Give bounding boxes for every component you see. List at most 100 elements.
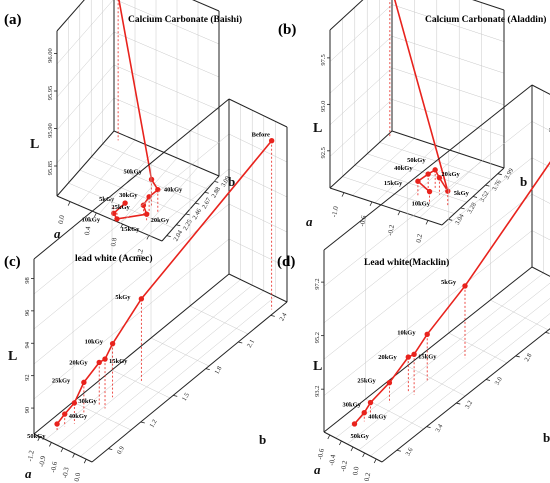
data-point	[415, 178, 421, 184]
data-point	[361, 409, 367, 416]
y-tick-mark	[396, 449, 401, 452]
data-point	[432, 167, 438, 173]
y-tick-mark	[515, 355, 520, 358]
x-axis-label: a	[306, 214, 313, 229]
data-point	[351, 421, 358, 427]
y-tick-label: 2.1	[246, 338, 256, 349]
z-tick-label: 95.85	[47, 161, 54, 176]
z-tick-label: 95.90	[47, 123, 54, 138]
x-tick-mark	[341, 192, 345, 197]
y-tick-mark	[195, 202, 200, 205]
grid-line	[111, 369, 171, 399]
x-tick-label: -0.3	[61, 466, 71, 479]
data-point	[146, 194, 152, 200]
y-tick-mark	[238, 341, 243, 344]
data-label: 25kGy	[111, 204, 130, 211]
x-tick-mark	[94, 212, 97, 218]
series-line	[56, 140, 273, 425]
y-tick-mark	[485, 379, 491, 381]
data-label: 50kGy	[407, 157, 426, 164]
data-label: 20kGy	[441, 171, 460, 178]
data-point	[140, 202, 147, 208]
data-label: 10kGy	[397, 329, 416, 336]
data-point	[155, 187, 161, 193]
y-tick-mark	[426, 426, 431, 429]
data-label: 30kGy	[343, 402, 362, 409]
data-label: 15kGy	[418, 353, 437, 360]
x-tick-label: 0.0	[351, 465, 360, 475]
grid-line	[33, 133, 288, 295]
axis-line	[329, 187, 443, 226]
x-tick-label: -0.6	[358, 214, 368, 227]
data-point	[122, 200, 128, 206]
grid-line	[68, 182, 174, 229]
x-tick-label: -1.2	[26, 449, 36, 462]
data-point	[386, 380, 393, 386]
grid-line	[57, 285, 253, 446]
grid-line	[91, 156, 197, 203]
data-point	[462, 283, 468, 289]
chart-title: Lead white(Macklin)	[364, 257, 449, 268]
data-point	[110, 210, 117, 216]
grid-line	[323, 193, 550, 360]
grid-line	[119, 157, 178, 224]
data-point	[138, 296, 145, 302]
grid-line	[370, 313, 550, 457]
z-tick-label: 96.00	[47, 48, 54, 63]
y-tick-label: 3.28	[466, 202, 478, 215]
data-point	[143, 211, 150, 217]
y-axis-label: b	[543, 430, 550, 445]
data-label: 30kGy	[78, 398, 97, 405]
grid-line	[352, 138, 415, 196]
data-label: 10kGy	[85, 339, 104, 346]
x-tick-label: -0.6	[49, 460, 59, 473]
x-tick-mark	[425, 220, 429, 225]
axis-line	[228, 98, 288, 128]
data-label: 5kGy	[454, 190, 470, 197]
x-tick-mark	[120, 223, 123, 229]
chart-title: Calcium Carbonate (Baishi)	[128, 14, 242, 25]
grid-line	[140, 166, 199, 233]
x-tick-mark	[397, 210, 401, 216]
y-tick-label: 2.67	[201, 196, 213, 210]
grid-line	[80, 296, 276, 457]
data-label: 20kGy	[69, 359, 88, 366]
data-label: 15kGy	[109, 358, 128, 365]
data-label: 50kGy	[27, 433, 46, 440]
drop-lines	[389, 0, 449, 206]
data-label: 20kGy	[378, 354, 397, 361]
y-tick-label: 2.46	[191, 207, 203, 221]
axis-line	[329, 130, 393, 189]
x-tick-mark	[339, 440, 342, 446]
data-point	[436, 175, 443, 181]
data-point	[114, 216, 120, 222]
data-label: 50kGy	[124, 168, 143, 175]
grid-line	[45, 279, 241, 440]
axis-line	[113, 130, 220, 177]
data-point	[424, 331, 430, 338]
panel-label: (a)	[4, 12, 22, 28]
x-tick-label: -1.0	[330, 205, 340, 218]
grid-line	[68, 290, 264, 451]
y-tick-label: 0.9	[116, 445, 126, 456]
x-tick-mark	[146, 235, 150, 240]
axis-line	[531, 266, 550, 277]
axis-frame	[329, 0, 505, 226]
axis-line	[33, 98, 230, 260]
x-tick-label: 0.2	[415, 233, 424, 243]
y-tick-mark	[270, 314, 275, 317]
grid-line	[323, 157, 550, 323]
y-tick-label: 2.04	[172, 229, 184, 243]
data-point	[405, 354, 411, 360]
axis-frame	[33, 98, 288, 463]
data-point	[102, 356, 108, 362]
y-tick-mark	[140, 421, 145, 424]
data-label: 25kGy	[52, 377, 71, 384]
y-tick-mark	[185, 213, 190, 216]
y-tick-mark	[204, 191, 209, 194]
y-axis-label: b	[228, 174, 235, 189]
grid-line	[347, 282, 550, 445]
data-label: 25kGy	[357, 378, 376, 385]
x-tick-label: -0.9	[38, 455, 48, 468]
